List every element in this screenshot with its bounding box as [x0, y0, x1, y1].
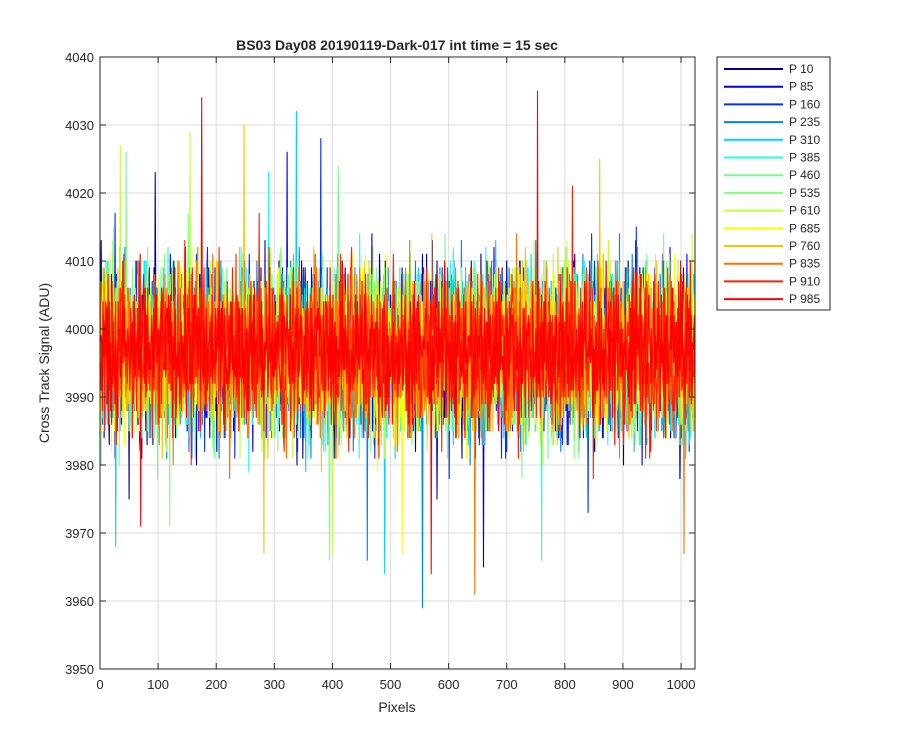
legend-label: P 160 — [789, 97, 820, 111]
x-tick-label: 200 — [205, 677, 227, 692]
x-tick-label: 0 — [96, 677, 103, 692]
plot-area — [100, 90, 696, 609]
series-line — [100, 90, 696, 575]
x-tick-label: 800 — [554, 677, 576, 692]
legend-box — [716, 56, 831, 311]
x-tick-label: 700 — [496, 677, 518, 692]
legend-label: P 985 — [789, 292, 820, 306]
y-tick-label: 3970 — [65, 526, 94, 541]
y-tick-label: 3950 — [65, 662, 94, 677]
x-tick-label: 900 — [612, 677, 634, 692]
y-tick-label: 4040 — [65, 50, 94, 65]
legend-label: P 85 — [789, 80, 814, 94]
legend-label: P 385 — [789, 151, 820, 165]
legend-label: P 460 — [789, 168, 820, 182]
axes-box — [99, 56, 696, 670]
y-tick-label: 4020 — [65, 186, 94, 201]
y-tick-label: 3960 — [65, 594, 94, 609]
x-axis-label: Pixels — [378, 699, 415, 715]
legend-label: P 10 — [789, 62, 814, 76]
y-tick-label: 3980 — [65, 458, 94, 473]
axis-ticks: 0 100 200 300 400 500 600 700 800 900 1000 3950 3960… — [65, 50, 695, 692]
legend-label: P 760 — [789, 239, 820, 253]
legend-label: P 310 — [789, 133, 820, 147]
x-tick-label: 500 — [380, 677, 402, 692]
legend-label: P 610 — [789, 204, 820, 218]
legend-label: P 910 — [789, 274, 820, 288]
x-tick-label: 600 — [438, 677, 460, 692]
x-tick-label: 300 — [263, 677, 285, 692]
legend-label: P 535 — [789, 186, 820, 200]
y-tick-label: 4030 — [65, 118, 94, 133]
y-tick-label: 4000 — [65, 322, 94, 337]
y-tick-label: 4010 — [65, 254, 94, 269]
legend-label: P 235 — [789, 115, 820, 129]
legend: P 10 P 85 P 160 P 235 P 310 P 385 P 460 P 535 P … — [716, 56, 831, 311]
chart-title: BS03 Day08 20190119-Dark-017 int time = … — [236, 37, 558, 53]
legend-label: P 835 — [789, 257, 820, 271]
y-tick-label: 3990 — [65, 390, 94, 405]
x-tick-label: 100 — [147, 677, 169, 692]
x-tick-label: 400 — [322, 677, 344, 692]
x-tick-label: 1000 — [667, 677, 696, 692]
legend-label: P 685 — [789, 221, 820, 235]
y-axis-label: Cross Track Signal (ADU) — [36, 283, 52, 443]
